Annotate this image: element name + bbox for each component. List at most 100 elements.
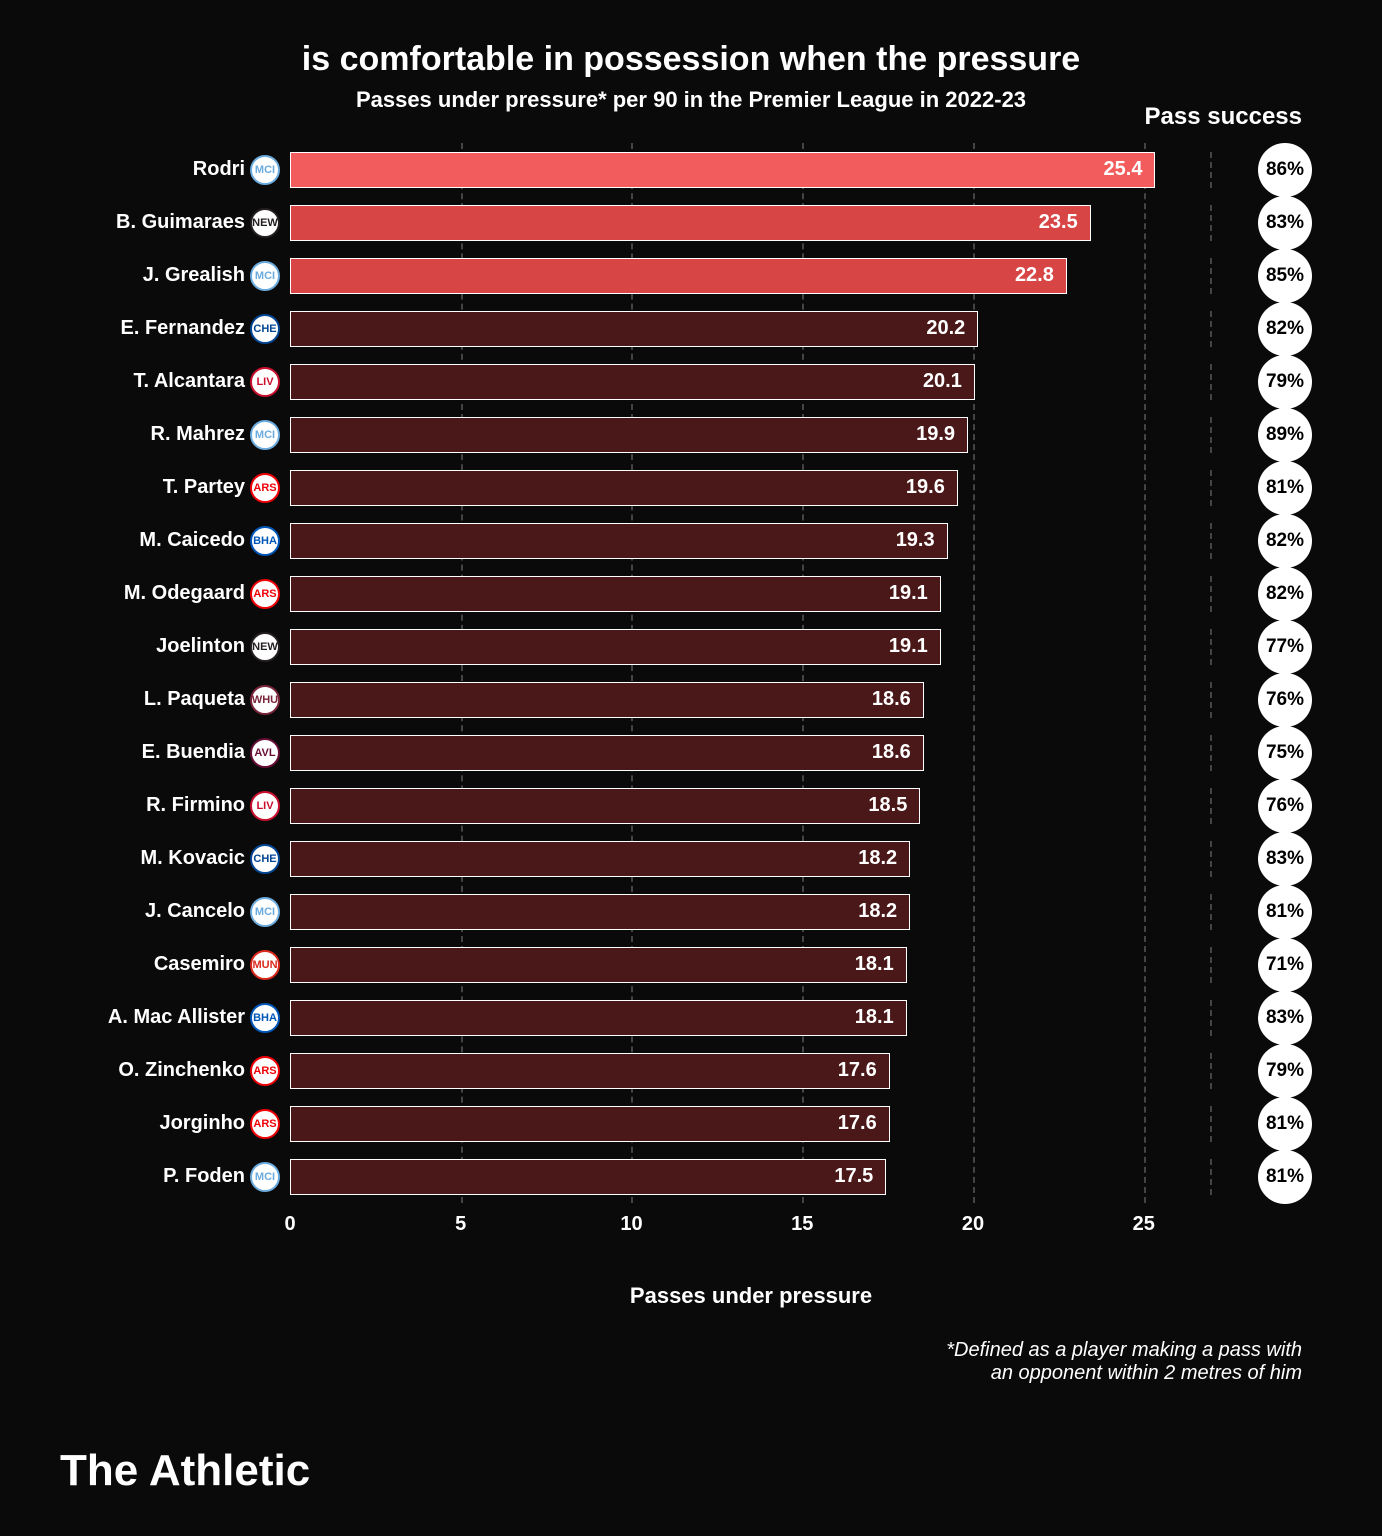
team-badge: MCI <box>250 897 280 927</box>
chart-row: P. FodenMCI17.581% <box>290 1150 1212 1203</box>
bar: 18.6 <box>290 682 924 718</box>
pass-success-badge: 79% <box>1258 1044 1312 1098</box>
plot-area: RodriMCI25.486%B. GuimaraesNEW23.583%J. … <box>290 143 1212 1203</box>
bar: 19.1 <box>290 629 941 665</box>
player-label: E. Fernandez <box>65 317 245 340</box>
bar-track: 17.6 <box>290 1053 1212 1089</box>
brand-logo: The Athletic <box>60 1446 310 1496</box>
team-badge: ARS <box>250 1109 280 1139</box>
bar: 17.5 <box>290 1159 886 1195</box>
pass-success-header: Pass success <box>1145 103 1302 131</box>
pass-success-badge: 83% <box>1258 196 1312 250</box>
bar-track: 18.6 <box>290 682 1212 718</box>
chart-row: E. BuendiaAVL18.675% <box>290 726 1212 779</box>
chart-row: T. AlcantaraLIV20.179% <box>290 355 1212 408</box>
team-badge: BHA <box>250 1003 280 1033</box>
x-axis-label: Passes under pressure <box>290 1283 1212 1309</box>
team-badge: ARS <box>250 579 280 609</box>
x-tick: 0 <box>284 1213 295 1236</box>
pass-success-badge: 81% <box>1258 1150 1312 1204</box>
bar: 25.4 <box>290 152 1155 188</box>
team-badge: LIV <box>250 367 280 397</box>
player-label: T. Alcantara <box>65 370 245 393</box>
pass-success-badge: 76% <box>1258 673 1312 727</box>
player-label: B. Guimaraes <box>65 211 245 234</box>
bar-track: 18.6 <box>290 735 1212 771</box>
bar: 18.5 <box>290 788 920 824</box>
player-label: Casemiro <box>65 953 245 976</box>
team-badge: AVL <box>250 738 280 768</box>
team-badge: WHU <box>250 685 280 715</box>
bar: 17.6 <box>290 1053 890 1089</box>
bar-track: 19.1 <box>290 629 1212 665</box>
team-badge: ARS <box>250 473 280 503</box>
chart-row: O. ZinchenkoARS17.679% <box>290 1044 1212 1097</box>
footnote-line-1: *Defined as a player making a pass with <box>60 1339 1302 1362</box>
chart-subtitle: Passes under pressure* per 90 in the Pre… <box>60 87 1322 113</box>
pass-success-badge: 89% <box>1258 408 1312 462</box>
x-tick: 10 <box>620 1213 642 1236</box>
pass-success-badge: 76% <box>1258 779 1312 833</box>
player-label: E. Buendia <box>65 741 245 764</box>
bar: 18.1 <box>290 947 907 983</box>
chart-row: RodriMCI25.486% <box>290 143 1212 196</box>
bar: 23.5 <box>290 205 1091 241</box>
pass-success-badge: 81% <box>1258 1097 1312 1151</box>
chart-footnote: *Defined as a player making a pass with … <box>60 1339 1322 1385</box>
chart-row: M. KovacicCHE18.283% <box>290 832 1212 885</box>
chart-row: M. CaicedoBHA19.382% <box>290 514 1212 567</box>
x-tick: 20 <box>962 1213 984 1236</box>
pass-success-badge: 82% <box>1258 302 1312 356</box>
pass-success-badge: 83% <box>1258 832 1312 886</box>
bar: 19.1 <box>290 576 941 612</box>
pass-success-badge: 86% <box>1258 143 1312 197</box>
bar-track: 17.5 <box>290 1159 1212 1195</box>
player-label: Jorginho <box>65 1112 245 1135</box>
bar-track: 22.8 <box>290 258 1212 294</box>
bar-track: 19.6 <box>290 470 1212 506</box>
team-badge: CHE <box>250 314 280 344</box>
bar-track: 25.4 <box>290 152 1212 188</box>
pass-success-badge: 83% <box>1258 991 1312 1045</box>
player-label: M. Odegaard <box>65 582 245 605</box>
team-badge: MCI <box>250 155 280 185</box>
chart-row: JorginhoARS17.681% <box>290 1097 1212 1150</box>
bar: 18.1 <box>290 1000 907 1036</box>
pass-success-badge: 85% <box>1258 249 1312 303</box>
team-badge: NEW <box>250 632 280 662</box>
chart-row: J. GrealishMCI22.885% <box>290 249 1212 302</box>
bar: 17.6 <box>290 1106 890 1142</box>
player-label: J. Grealish <box>65 264 245 287</box>
bar: 19.3 <box>290 523 948 559</box>
x-axis: 0510152025 <box>290 1213 1212 1243</box>
player-label: P. Foden <box>65 1165 245 1188</box>
team-badge: MCI <box>250 420 280 450</box>
footnote-line-2: an opponent within 2 metres of him <box>60 1362 1302 1385</box>
chart-row: E. FernandezCHE20.282% <box>290 302 1212 355</box>
chart-row: JoelintonNEW19.177% <box>290 620 1212 673</box>
x-tick: 15 <box>791 1213 813 1236</box>
x-tick: 5 <box>455 1213 466 1236</box>
player-label: O. Zinchenko <box>65 1059 245 1082</box>
player-label: J. Cancelo <box>65 900 245 923</box>
player-label: M. Kovacic <box>65 847 245 870</box>
chart-title: is comfortable in possession when the pr… <box>60 40 1322 79</box>
bar: 20.1 <box>290 364 975 400</box>
bar-track: 20.1 <box>290 364 1212 400</box>
team-badge: NEW <box>250 208 280 238</box>
team-badge: BHA <box>250 526 280 556</box>
pass-success-badge: 77% <box>1258 620 1312 674</box>
team-badge: MCI <box>250 261 280 291</box>
player-label: R. Mahrez <box>65 423 245 446</box>
player-label: T. Partey <box>65 476 245 499</box>
bar: 19.9 <box>290 417 968 453</box>
bar: 18.2 <box>290 841 910 877</box>
chart-row: R. FirminoLIV18.576% <box>290 779 1212 832</box>
bar-track: 18.2 <box>290 841 1212 877</box>
chart-row: J. CanceloMCI18.281% <box>290 885 1212 938</box>
pass-success-badge: 81% <box>1258 885 1312 939</box>
bar-track: 19.9 <box>290 417 1212 453</box>
chart-row: L. PaquetaWHU18.676% <box>290 673 1212 726</box>
player-label: A. Mac Allister <box>65 1006 245 1029</box>
player-label: R. Firmino <box>65 794 245 817</box>
